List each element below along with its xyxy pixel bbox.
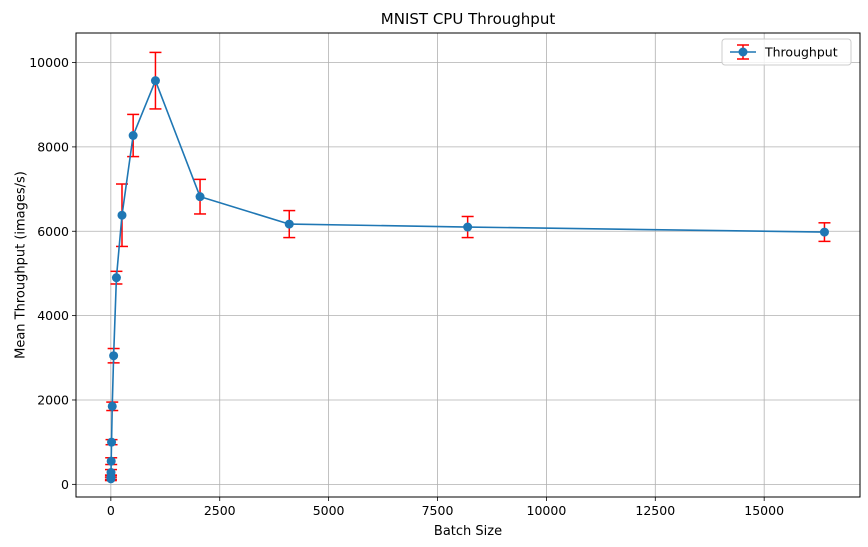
x-axis-label: Batch Size	[434, 524, 502, 539]
x-tick-label: 2500	[204, 503, 236, 518]
x-tick-label: 5000	[313, 503, 345, 518]
data-point	[111, 273, 121, 283]
chart-title: MNIST CPU Throughput	[381, 10, 556, 28]
data-point	[463, 222, 473, 232]
y-tick-label: 2000	[37, 392, 69, 407]
data-point	[819, 227, 829, 237]
legend: Throughput	[721, 38, 852, 66]
data-point	[107, 401, 117, 411]
data-points	[106, 76, 829, 484]
data-point	[150, 76, 160, 86]
data-point	[128, 131, 138, 141]
axis-ticks: 0 2500 5000 7500 10000 12500 15000 0 2000 4000 600…	[29, 55, 784, 518]
legend-swatch-marker	[738, 47, 748, 57]
x-tick-label: 15000	[744, 503, 784, 518]
legend-swatch-throughput	[730, 44, 756, 60]
y-tick-label: 8000	[37, 139, 69, 154]
data-point	[284, 219, 294, 229]
x-tick-label: 12500	[635, 503, 675, 518]
x-tick-label: 7500	[422, 503, 454, 518]
legend-label-throughput: Throughput	[764, 45, 838, 60]
data-point	[106, 468, 116, 478]
y-tick-label: 0	[61, 477, 69, 492]
x-tick-label: 10000	[527, 503, 567, 518]
data-point	[109, 351, 119, 361]
x-tick-label: 0	[107, 503, 115, 518]
y-axis-label: Mean Throughput (images/s)	[14, 171, 29, 359]
data-point	[117, 210, 127, 220]
y-tick-label: 4000	[37, 308, 69, 323]
data-point	[107, 437, 117, 447]
y-tick-label: 10000	[29, 55, 69, 70]
plot-area-frame	[75, 32, 861, 498]
legend-box	[721, 38, 852, 66]
data-point	[106, 456, 116, 466]
y-tick-label: 6000	[37, 224, 69, 239]
data-point	[195, 192, 205, 202]
